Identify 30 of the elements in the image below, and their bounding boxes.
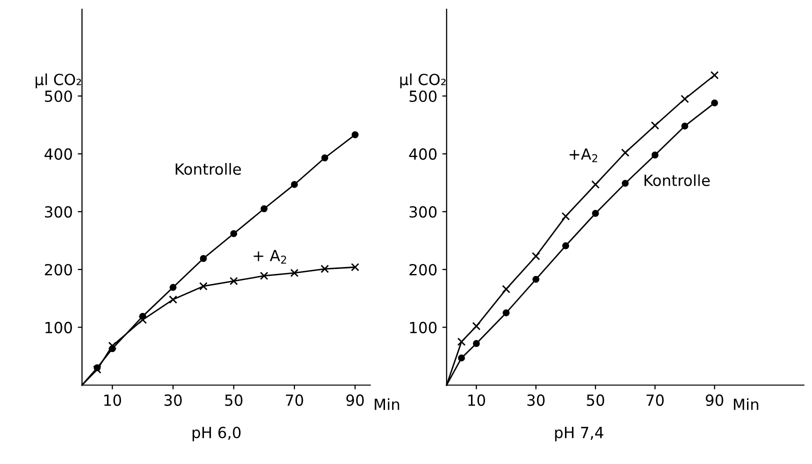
x-tick-label: 70: [286, 394, 304, 406]
x-tick-label: 50: [225, 394, 242, 406]
y-tick-label: 500: [45, 90, 72, 102]
y-axis-title: µl CO₂: [36, 73, 82, 88]
y-tick-label: 200: [44, 264, 72, 276]
x-tick-label: 30: [164, 394, 182, 406]
x-axis-title: Min: [734, 398, 758, 410]
y-tick-label: 300: [44, 206, 72, 218]
y-tick-label: 100: [410, 322, 437, 334]
x-tick-label: 30: [527, 394, 545, 406]
x-tick-label: 10: [468, 394, 486, 406]
series-label: + A$_{2}$: [254, 250, 286, 264]
x-tick-label: 70: [646, 394, 664, 406]
x-tick-label: 10: [104, 394, 122, 406]
x-axis-title: Min: [374, 398, 400, 410]
y-tick-label: 400: [409, 148, 437, 160]
x-tick-label: 50: [586, 394, 604, 406]
y-tick-label: 200: [410, 264, 437, 276]
y-tick-label: 300: [410, 206, 437, 218]
text: Kontrolle: [176, 163, 241, 175]
y-tick-label: 400: [44, 148, 72, 160]
x-tick-label: 90: [706, 394, 724, 406]
y-tick-label: 100: [46, 322, 72, 334]
series-label: +A$_{2}$: [570, 148, 598, 162]
x-tick-label: 90: [346, 394, 364, 406]
y-tick-label: 500: [410, 90, 437, 102]
y-axis-title: µl CO₂: [400, 73, 446, 88]
series-label: Kontrolle: [644, 174, 710, 186]
text: pH 6,0: [192, 426, 241, 442]
text: pH 7,4: [555, 426, 604, 442]
